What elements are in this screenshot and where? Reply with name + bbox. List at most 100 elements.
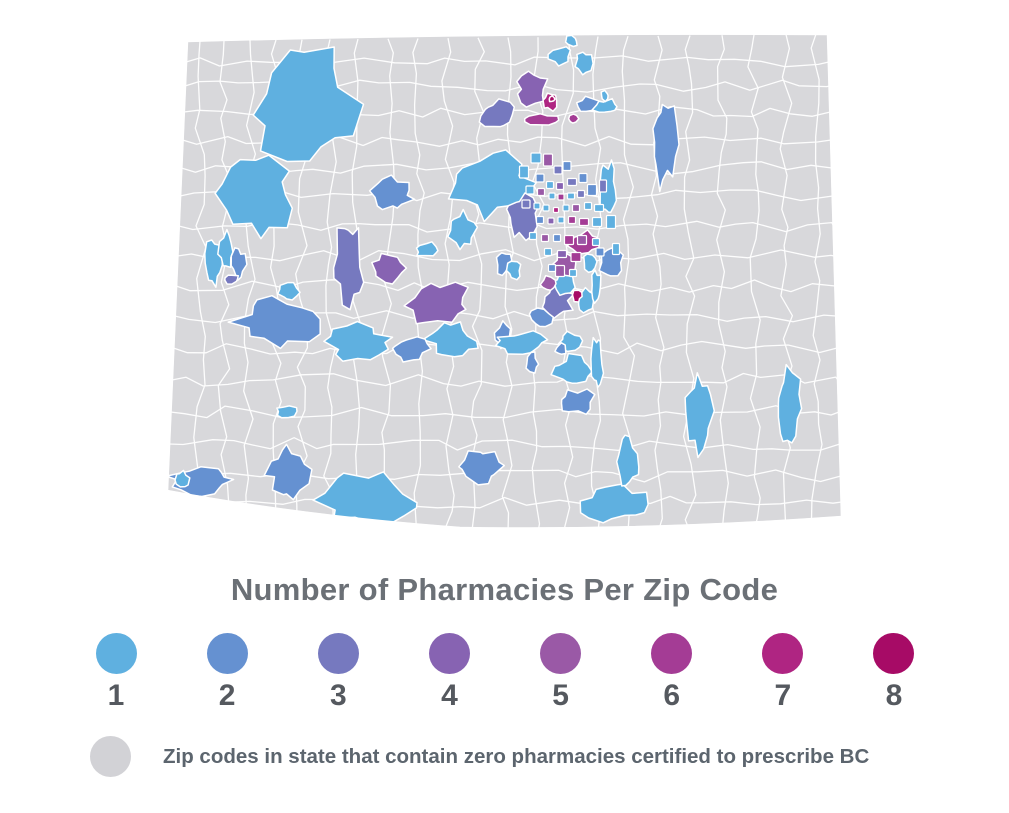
zip-region-level-1[interactable] bbox=[566, 192, 576, 200]
zip-region-level-2[interactable] bbox=[368, 174, 416, 211]
zip-region-level-1[interactable] bbox=[174, 469, 191, 488]
zip-region-level-1[interactable] bbox=[600, 89, 609, 103]
zip-region-level-2[interactable] bbox=[535, 215, 545, 225]
zip-region-level-2[interactable] bbox=[535, 173, 545, 183]
zip-region-level-4[interactable] bbox=[516, 70, 549, 108]
zip-region-level-1[interactable] bbox=[611, 242, 621, 256]
zip-region-level-1[interactable] bbox=[518, 165, 530, 179]
zip-region-level-1[interactable] bbox=[543, 247, 553, 257]
zip-region-level-1[interactable] bbox=[323, 320, 394, 362]
zip-region-level-3[interactable] bbox=[553, 165, 563, 175]
zip-region-level-1[interactable] bbox=[605, 214, 617, 230]
zip-region-level-2[interactable] bbox=[547, 263, 557, 273]
zip-region-level-1[interactable] bbox=[214, 154, 294, 240]
zip-region-level-5[interactable] bbox=[540, 233, 550, 243]
zip-region-level-2[interactable] bbox=[525, 351, 540, 374]
zip-region-level-4[interactable] bbox=[547, 217, 555, 225]
zip-region-level-3[interactable] bbox=[521, 199, 531, 209]
zip-region-level-1[interactable] bbox=[615, 434, 640, 487]
zip-region-level-2[interactable] bbox=[554, 342, 567, 355]
zip-region-level-3[interactable] bbox=[598, 179, 608, 193]
zip-region-level-3[interactable] bbox=[478, 98, 516, 128]
zip-region-level-1[interactable] bbox=[528, 231, 538, 241]
zip-region-level-2[interactable] bbox=[495, 252, 513, 277]
zip-region-level-2[interactable] bbox=[528, 307, 555, 328]
zip-region-level-1[interactable] bbox=[593, 203, 605, 213]
zip-region-level-2[interactable] bbox=[562, 160, 572, 172]
zip-region-level-1[interactable] bbox=[447, 208, 479, 251]
zip-region-level-1[interactable] bbox=[217, 228, 234, 269]
zip-region-level-1[interactable] bbox=[562, 204, 570, 212]
zip-region-level-3[interactable] bbox=[224, 274, 240, 285]
zip-region-level-1[interactable] bbox=[777, 363, 803, 444]
zip-region-level-1[interactable] bbox=[550, 352, 593, 384]
zip-region-level-6[interactable] bbox=[523, 113, 560, 126]
zip-region-level-2[interactable] bbox=[263, 443, 313, 501]
zip-region-level-1[interactable] bbox=[530, 152, 542, 164]
zip-region-level-1[interactable] bbox=[547, 46, 572, 67]
zip-region-level-1[interactable] bbox=[590, 336, 605, 389]
zip-region-level-1[interactable] bbox=[591, 269, 602, 305]
zip-region-level-3[interactable] bbox=[332, 227, 365, 311]
zip-region-level-1[interactable] bbox=[684, 372, 716, 459]
zip-region-level-1[interactable] bbox=[505, 260, 522, 281]
zip-region-level-5[interactable] bbox=[539, 274, 557, 291]
zip-region-level-6[interactable] bbox=[570, 251, 582, 263]
zip-region-level-8[interactable] bbox=[571, 289, 583, 303]
zip-region-level-5[interactable] bbox=[542, 153, 554, 167]
zip-region-level-8[interactable] bbox=[548, 95, 556, 103]
zip-region-level-2[interactable] bbox=[552, 233, 562, 243]
colored-zip-regions[interactable] bbox=[166, 34, 803, 525]
zip-region-level-1[interactable] bbox=[276, 405, 298, 419]
zip-region-level-5[interactable] bbox=[571, 203, 581, 213]
zip-region-level-6[interactable] bbox=[563, 234, 575, 246]
zip-region-level-7[interactable] bbox=[552, 206, 560, 214]
colorado-map-svg[interactable] bbox=[0, 0, 1009, 560]
zip-region-level-1[interactable] bbox=[583, 253, 598, 274]
zip-region-level-2[interactable] bbox=[458, 450, 506, 486]
zip-region-level-4[interactable] bbox=[555, 181, 565, 191]
zip-region-level-1[interactable] bbox=[579, 483, 649, 524]
legend-scale: 1 2 3 4 5 6 7 8 bbox=[93, 633, 917, 711]
zip-region-level-6[interactable] bbox=[557, 193, 565, 201]
zip-region-level-2[interactable] bbox=[652, 103, 680, 193]
zip-region-level-2[interactable] bbox=[391, 336, 432, 363]
zip-region-level-1[interactable] bbox=[525, 185, 535, 195]
denver-metro-zip-cells[interactable] bbox=[518, 152, 621, 278]
zip-region-level-1[interactable] bbox=[415, 241, 439, 257]
zip-region-level-1[interactable] bbox=[548, 192, 556, 200]
zip-region-level-1[interactable] bbox=[533, 202, 541, 210]
colorado-zip-choropleth[interactable] bbox=[0, 0, 1009, 560]
zip-region-level-6[interactable] bbox=[567, 215, 577, 225]
zip-region-level-1[interactable] bbox=[312, 471, 418, 525]
zip-region-level-2[interactable] bbox=[230, 247, 248, 281]
zip-region-level-2[interactable] bbox=[578, 172, 588, 184]
zip-region-level-1[interactable] bbox=[591, 97, 618, 113]
zip-region-level-1[interactable] bbox=[583, 201, 593, 211]
zip-region-level-1[interactable] bbox=[545, 180, 555, 190]
zip-region-level-1[interactable] bbox=[564, 34, 578, 48]
zip-region-level-4[interactable] bbox=[403, 281, 469, 325]
zip-region-level-1[interactable] bbox=[574, 51, 594, 76]
zip-region-level-1[interactable] bbox=[568, 268, 578, 278]
zip-region-level-5[interactable] bbox=[536, 187, 546, 197]
zip-region-level-1[interactable] bbox=[557, 216, 565, 224]
zip-region-level-6[interactable] bbox=[567, 113, 580, 124]
zip-region-level-1[interactable] bbox=[542, 204, 550, 212]
zip-region-level-1[interactable] bbox=[252, 46, 365, 163]
zip-region-level-1[interactable] bbox=[591, 237, 601, 247]
zip-region-level-6[interactable] bbox=[578, 217, 590, 227]
zip-region-level-3[interactable] bbox=[576, 189, 586, 199]
zip-region-level-4[interactable] bbox=[556, 249, 568, 259]
zip-region-level-5[interactable] bbox=[576, 234, 588, 246]
zip-region-level-1[interactable] bbox=[591, 216, 603, 228]
zip-region-level-3[interactable] bbox=[566, 177, 578, 187]
zip-region-level-5[interactable] bbox=[554, 264, 566, 278]
zip-region-level-1[interactable] bbox=[277, 281, 301, 301]
zip-region-level-2[interactable] bbox=[586, 183, 598, 197]
zip-region-level-2[interactable] bbox=[227, 294, 321, 350]
zip-region-level-2[interactable] bbox=[560, 388, 596, 416]
zip-region-level-2[interactable] bbox=[595, 247, 605, 257]
zip-region-level-4[interactable] bbox=[371, 252, 408, 285]
legend-value-label: 5 bbox=[552, 679, 569, 712]
